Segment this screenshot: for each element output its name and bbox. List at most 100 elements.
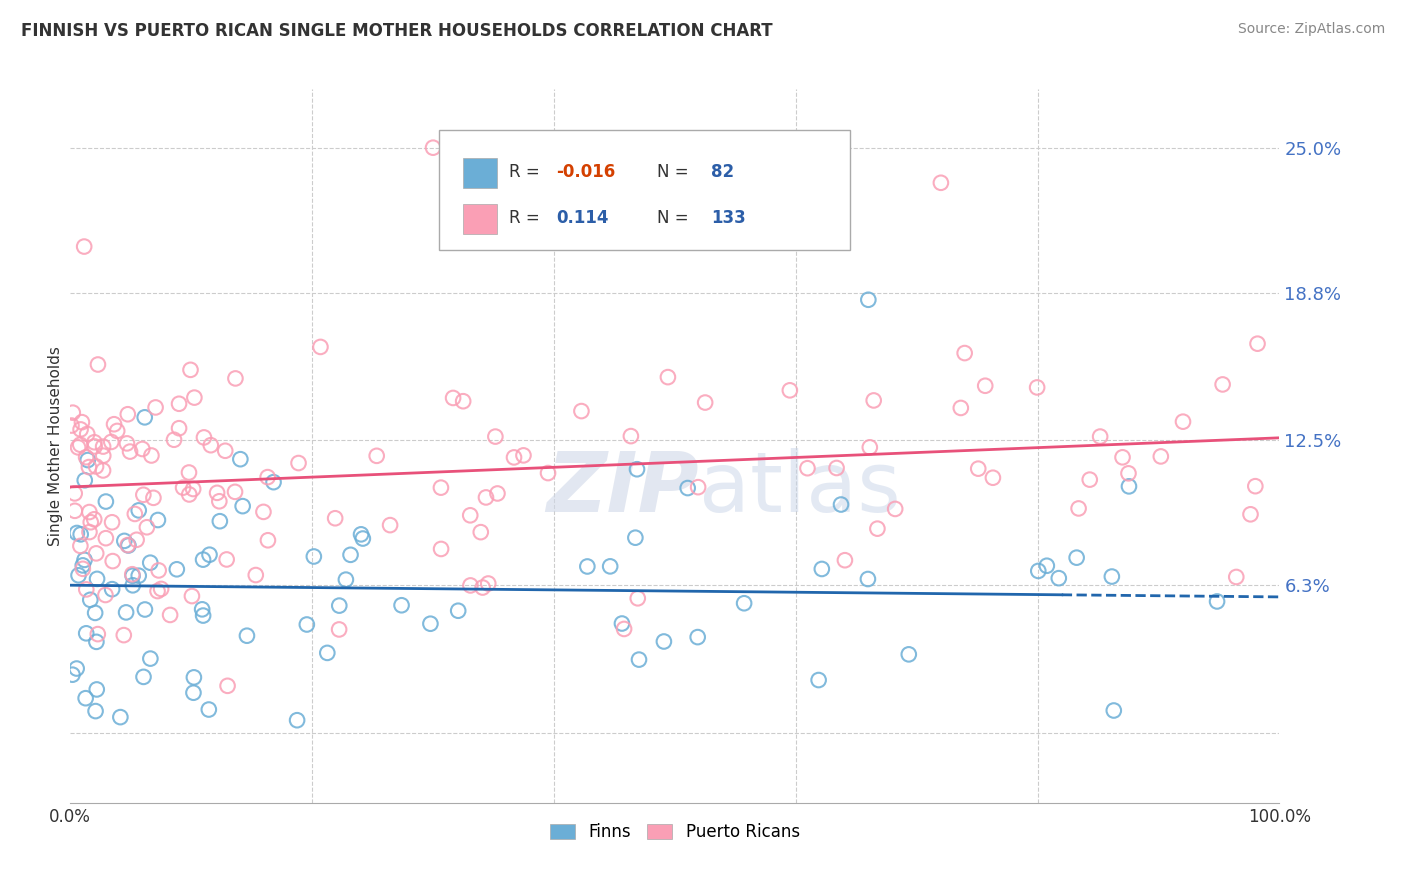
Point	[537, 466, 560, 480]
Point	[121, 567, 143, 582]
Point	[135, 520, 157, 534]
Point	[101, 516, 124, 530]
Point	[1246, 336, 1268, 351]
Point	[87, 358, 110, 372]
Point	[125, 533, 148, 547]
Point	[1101, 569, 1123, 583]
FancyBboxPatch shape	[439, 130, 851, 250]
Point	[132, 670, 155, 684]
Point	[60, 418, 83, 433]
Point	[112, 533, 135, 548]
Point	[974, 378, 997, 392]
Point	[177, 466, 200, 480]
Point	[79, 524, 101, 539]
Point	[79, 505, 101, 519]
Point	[627, 652, 650, 666]
Point	[229, 452, 252, 467]
Point	[91, 449, 114, 463]
Point	[67, 568, 90, 582]
Point	[91, 440, 114, 454]
Point	[1225, 570, 1247, 584]
Point	[236, 629, 259, 643]
Point	[285, 713, 308, 727]
Point	[86, 572, 108, 586]
Point	[62, 406, 84, 420]
Point	[70, 415, 93, 429]
Text: N =: N =	[657, 163, 689, 181]
Point	[328, 599, 350, 613]
Point	[733, 596, 755, 610]
Point	[224, 484, 246, 499]
Point	[796, 461, 818, 475]
Point	[471, 581, 494, 595]
Point	[84, 704, 107, 718]
Point	[134, 410, 156, 425]
Point	[72, 558, 94, 573]
Point	[179, 363, 201, 377]
Point	[115, 436, 138, 450]
Point	[866, 522, 889, 536]
Point	[447, 604, 470, 618]
Point	[302, 549, 325, 564]
Point	[451, 394, 474, 409]
Point	[1088, 429, 1111, 443]
Point	[1111, 450, 1133, 465]
Point	[245, 568, 267, 582]
Point	[181, 482, 204, 496]
Point	[91, 463, 114, 477]
Point	[208, 494, 231, 508]
Point	[179, 487, 201, 501]
Point	[86, 635, 108, 649]
Point	[200, 438, 222, 452]
Point	[1026, 564, 1049, 578]
Text: -0.016: -0.016	[557, 163, 616, 181]
Point	[73, 473, 96, 487]
Point	[460, 578, 482, 592]
Point	[101, 582, 124, 596]
Point	[62, 667, 84, 681]
Text: 133: 133	[711, 210, 747, 227]
Point	[77, 460, 100, 475]
Point	[830, 498, 852, 512]
Point	[103, 417, 125, 432]
Point	[150, 582, 173, 596]
Point	[620, 429, 643, 443]
Point	[146, 584, 169, 599]
Point	[252, 505, 274, 519]
Point	[141, 449, 163, 463]
Point	[884, 502, 907, 516]
Point	[1150, 450, 1173, 464]
Point	[87, 627, 110, 641]
Point	[613, 622, 636, 636]
Point	[134, 602, 156, 616]
Point	[475, 491, 498, 505]
Text: R =: R =	[509, 163, 540, 181]
Point	[858, 293, 880, 307]
Point	[121, 578, 143, 592]
Point	[172, 481, 194, 495]
Point	[132, 488, 155, 502]
Point	[193, 430, 215, 444]
Point	[75, 626, 97, 640]
Point	[63, 504, 86, 518]
Point	[84, 606, 107, 620]
Point	[73, 239, 96, 253]
Point	[626, 462, 648, 476]
Point	[1118, 479, 1140, 493]
Point	[183, 670, 205, 684]
Point	[807, 673, 830, 687]
Point	[118, 444, 141, 458]
Point	[75, 691, 97, 706]
Point	[163, 433, 186, 447]
Point	[441, 391, 464, 405]
Point	[350, 527, 373, 541]
Point	[512, 449, 534, 463]
Point	[477, 576, 499, 591]
Point	[166, 562, 188, 576]
Point	[335, 573, 357, 587]
Point	[84, 459, 107, 474]
Point	[834, 553, 856, 567]
Point	[856, 572, 879, 586]
Point	[83, 440, 105, 454]
Point	[422, 141, 444, 155]
